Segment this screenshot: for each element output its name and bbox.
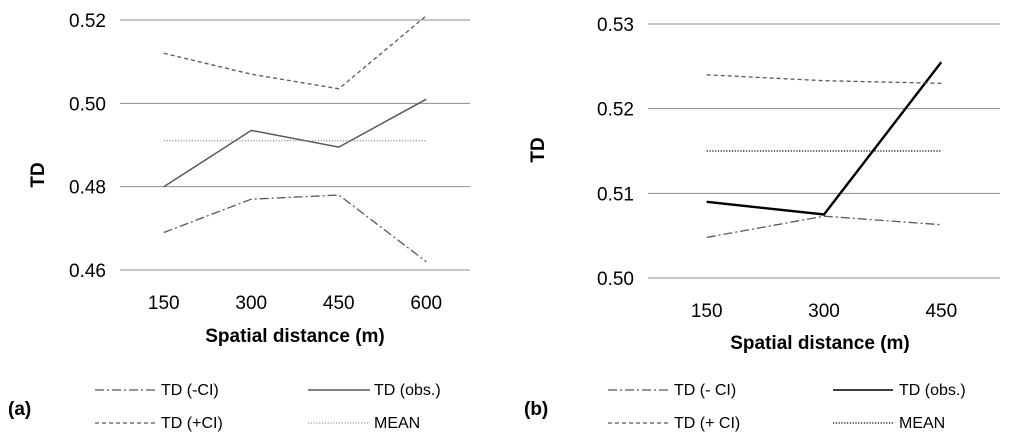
panel-label: (a) (8, 399, 31, 420)
x-axis-title: Spatial distance (m) (730, 333, 910, 354)
series-line-dash-dot (163, 194, 427, 263)
x-axis-title: Spatial distance (m) (205, 326, 385, 347)
y-tick-label: 0.48 (69, 178, 106, 199)
series-line-solid (163, 98, 427, 188)
legend-label: TD (-CI) (161, 382, 219, 399)
y-tick-label: 0.52 (597, 100, 634, 121)
x-tick-label: 300 (808, 301, 840, 322)
legend-label: TD (obs.) (374, 382, 441, 399)
y-tick-label: 0.50 (69, 94, 106, 115)
panel-label: (b) (524, 399, 548, 420)
series-line-dash-dot (706, 215, 942, 239)
x-tick-label: 450 (323, 293, 355, 314)
series-line-dashed (163, 15, 427, 90)
x-tick-label: 300 (235, 293, 267, 314)
y-tick-label: 0.53 (597, 15, 634, 36)
series-line-solid (706, 61, 943, 216)
y-tick-label: 0.50 (597, 269, 634, 290)
chart-panel-a: 0.46 0.48 0.50 0.52 150 300 450 600 Spatial dist… (8, 11, 470, 432)
x-tick-label: 600 (410, 293, 442, 314)
y-tick-label: 0.46 (69, 261, 106, 282)
y-axis-title: TD (528, 137, 549, 162)
x-tick-label: 150 (148, 293, 180, 314)
y-tick-label: 0.52 (69, 11, 106, 32)
legend-label: TD (+CI) (161, 415, 223, 432)
y-tick-label: 0.51 (597, 184, 634, 205)
chart-panel-b: 0.50 0.51 0.52 0.53 150 300 450 Spatial distanc… (524, 15, 1000, 432)
legend-label: TD (+ CI) (674, 415, 740, 432)
legend-label: TD (- CI) (674, 382, 736, 399)
legend-label: MEAN (899, 415, 945, 432)
x-tick-label: 150 (691, 301, 723, 322)
x-tick-label: 450 (925, 301, 957, 322)
y-axis-title: TD (28, 162, 49, 187)
series-line-dashed (706, 74, 942, 84)
legend-label: TD (obs.) (899, 382, 966, 399)
legend-label: MEAN (374, 415, 420, 432)
